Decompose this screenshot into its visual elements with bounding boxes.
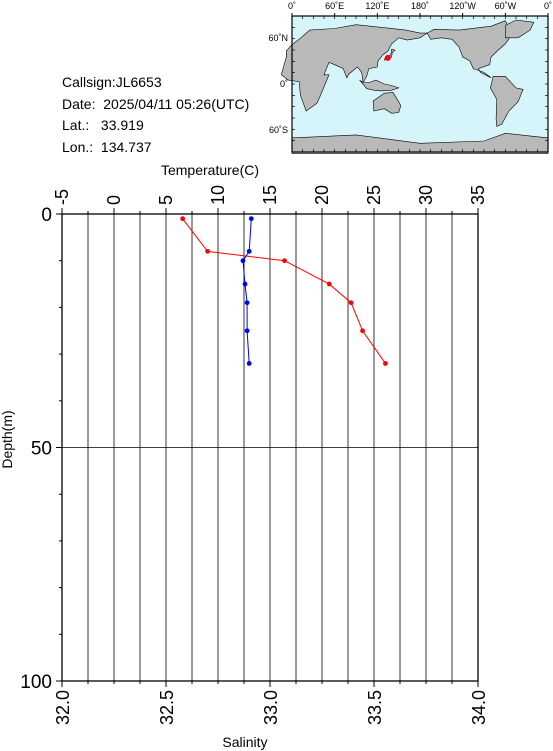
salinity-tick-label: 34.0 [469, 690, 489, 725]
chart-grid [62, 214, 478, 681]
salinity-tick-label: 32.0 [53, 690, 73, 725]
salinity-point [242, 281, 248, 287]
temperature-tick-label: 25 [364, 185, 384, 205]
salinity-axis-label: Salinity [222, 734, 267, 750]
temperature-tick-label: 30 [416, 185, 436, 205]
salinity-point [248, 216, 254, 222]
temperature-tick-label: 20 [312, 185, 332, 205]
temperature-tick-label: 5 [156, 195, 176, 205]
latitude-text: Lat.: 33.919 [62, 117, 144, 133]
depth-tick-label: 100 [20, 672, 52, 693]
temperature-tick-label: 35 [468, 185, 488, 205]
salinity-tick-label: 33.0 [261, 690, 281, 725]
salinity-point [246, 248, 252, 254]
chart-series [180, 216, 388, 366]
salinity-point [244, 300, 250, 306]
depth-tick-label: 50 [31, 439, 52, 460]
temperature-tick-label: 10 [208, 185, 228, 205]
temperature-point [348, 300, 354, 306]
salinity-point [244, 328, 250, 334]
temperature-point [383, 361, 388, 366]
temperature-point [326, 281, 332, 287]
station-info: Callsign:JL6653 Date: 2025/04/11 05:26(U… [62, 72, 249, 158]
depth-tick-label: 0 [41, 205, 52, 226]
temperature-point [180, 216, 186, 222]
temperature-tick-label: 0 [104, 195, 124, 205]
temperature-tick-label: -5 [52, 189, 72, 205]
salinity-tick-label: 32.5 [157, 690, 177, 725]
temperature-point [360, 328, 365, 334]
salinity-point [246, 361, 252, 366]
salinity-tick-label: 33.5 [365, 690, 385, 725]
salinity-point [240, 258, 246, 264]
callsign-text: Callsign:JL6653 [62, 74, 162, 90]
depth-axis-label: Depth(m) [0, 410, 15, 468]
longitude-text: Lon.: 134.737 [62, 138, 152, 155]
temperature-line [182, 218, 386, 364]
temperature-point [282, 258, 287, 264]
temperature-axis-label: Temperature(C) [161, 162, 259, 178]
date-text: Date: 2025/04/11 05:26(UTC) [62, 95, 250, 112]
temperature-point [205, 248, 211, 254]
temperature-tick-label: 15 [260, 185, 280, 205]
